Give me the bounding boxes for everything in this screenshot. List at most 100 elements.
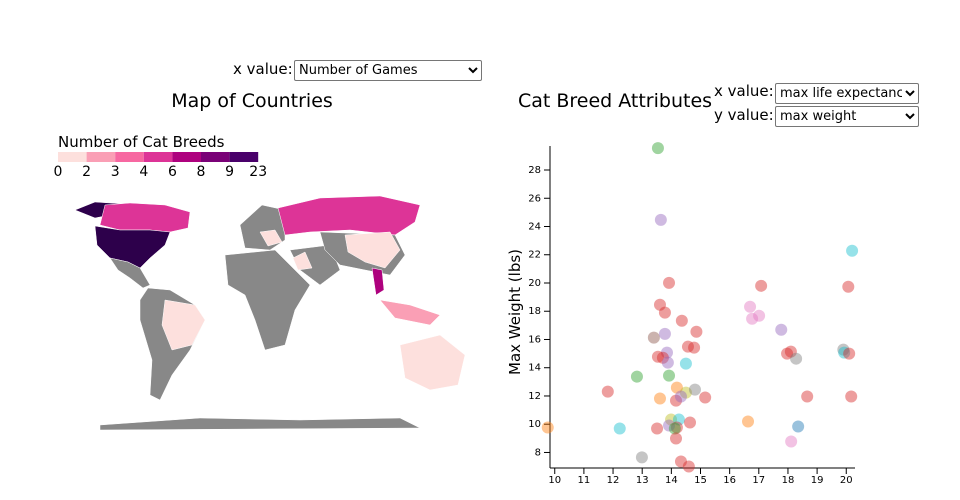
point	[651, 142, 664, 155]
point	[541, 421, 554, 434]
point	[792, 420, 805, 433]
point	[630, 370, 643, 383]
point	[801, 390, 814, 403]
point	[647, 331, 660, 344]
map-x-label: x value:	[233, 60, 293, 78]
australia	[399, 334, 466, 391]
scatter-x-label: x value:	[714, 82, 774, 100]
legend-label: 3	[111, 164, 120, 180]
point	[665, 413, 678, 426]
point	[656, 351, 669, 364]
legend-swatch	[172, 152, 201, 162]
x-tick-label: 20	[840, 475, 853, 486]
point	[681, 340, 694, 353]
point	[755, 279, 768, 292]
point	[670, 432, 683, 445]
point	[668, 422, 681, 435]
europe-light	[259, 229, 283, 247]
point	[660, 346, 673, 359]
mexico-central-america	[109, 257, 151, 289]
scatter-title: Cat Breed Attributes	[518, 90, 712, 112]
antarctica	[99, 417, 421, 431]
point	[613, 422, 626, 435]
legend-swatch	[86, 152, 116, 162]
legend-label: 23	[249, 164, 267, 180]
y-tick-label: 26	[528, 193, 541, 204]
y-tick-label: 8	[535, 447, 541, 458]
point	[699, 391, 712, 404]
legend-label: 9	[225, 164, 234, 180]
y-tick-label: 16	[528, 334, 541, 345]
africa	[224, 249, 311, 351]
point	[842, 280, 855, 293]
point	[742, 415, 755, 428]
point	[672, 413, 685, 426]
legend-label: 4	[139, 164, 148, 180]
point	[746, 312, 759, 325]
point	[635, 451, 648, 464]
y-tick-label: 12	[528, 391, 541, 402]
point	[845, 390, 858, 403]
scatter-x-select[interactable]: max life expectancy	[775, 83, 919, 104]
point	[658, 327, 671, 340]
y-tick-label: 14	[528, 363, 541, 374]
x-tick-label: 18	[782, 475, 795, 486]
x-tick-label: 16	[723, 475, 736, 486]
y-tick-label: 22	[528, 250, 541, 261]
point	[653, 298, 666, 311]
point	[670, 394, 683, 407]
point	[688, 383, 701, 396]
point	[670, 381, 683, 394]
point	[838, 346, 851, 359]
y-tick-label: 20	[528, 278, 541, 289]
point	[688, 341, 701, 354]
point	[675, 314, 688, 327]
legend-label: 0	[54, 164, 63, 180]
legend-swatch	[201, 152, 230, 162]
y-tick-label: 28	[528, 165, 541, 176]
point	[653, 392, 666, 405]
point	[679, 357, 692, 370]
point	[663, 276, 676, 289]
russia	[277, 195, 421, 236]
legend-swatch	[229, 152, 259, 162]
usa	[94, 225, 171, 269]
point	[674, 455, 687, 468]
point	[744, 300, 757, 313]
china	[344, 231, 401, 269]
canada	[99, 202, 191, 233]
legend-swatch	[115, 152, 144, 162]
point	[682, 460, 695, 473]
map-x-select[interactable]: Number of Games	[294, 60, 482, 81]
point	[658, 306, 671, 319]
point	[661, 356, 674, 369]
point	[679, 386, 692, 399]
x-tick-label: 15	[694, 475, 707, 486]
y-tick-label: 18	[528, 306, 541, 317]
legend-title: Number of Cat Breeds	[58, 133, 225, 151]
y-axis-label: Max Weight (lbs)	[506, 249, 524, 375]
point	[753, 309, 766, 322]
legend-label: 6	[168, 164, 177, 180]
point	[651, 422, 664, 435]
thailand	[371, 267, 385, 296]
point	[601, 385, 614, 398]
map-title: Map of Countries	[171, 90, 333, 112]
southeast-asia	[379, 299, 441, 326]
scatter-y-select[interactable]: max weight	[775, 106, 919, 127]
legend-swatch	[143, 152, 173, 162]
point	[651, 350, 664, 363]
x-tick-label: 13	[636, 475, 649, 486]
x-tick-label: 11	[578, 475, 591, 486]
x-tick-label: 19	[811, 475, 824, 486]
point	[663, 419, 676, 432]
point	[846, 244, 859, 257]
x-tick-label: 17	[752, 475, 765, 486]
point	[837, 343, 850, 356]
scatter-y-label: y value:	[714, 106, 774, 124]
point	[684, 416, 697, 429]
point	[781, 347, 794, 360]
point	[784, 345, 797, 358]
